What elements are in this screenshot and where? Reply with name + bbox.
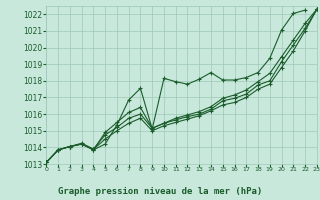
Text: Graphe pression niveau de la mer (hPa): Graphe pression niveau de la mer (hPa)	[58, 187, 262, 196]
